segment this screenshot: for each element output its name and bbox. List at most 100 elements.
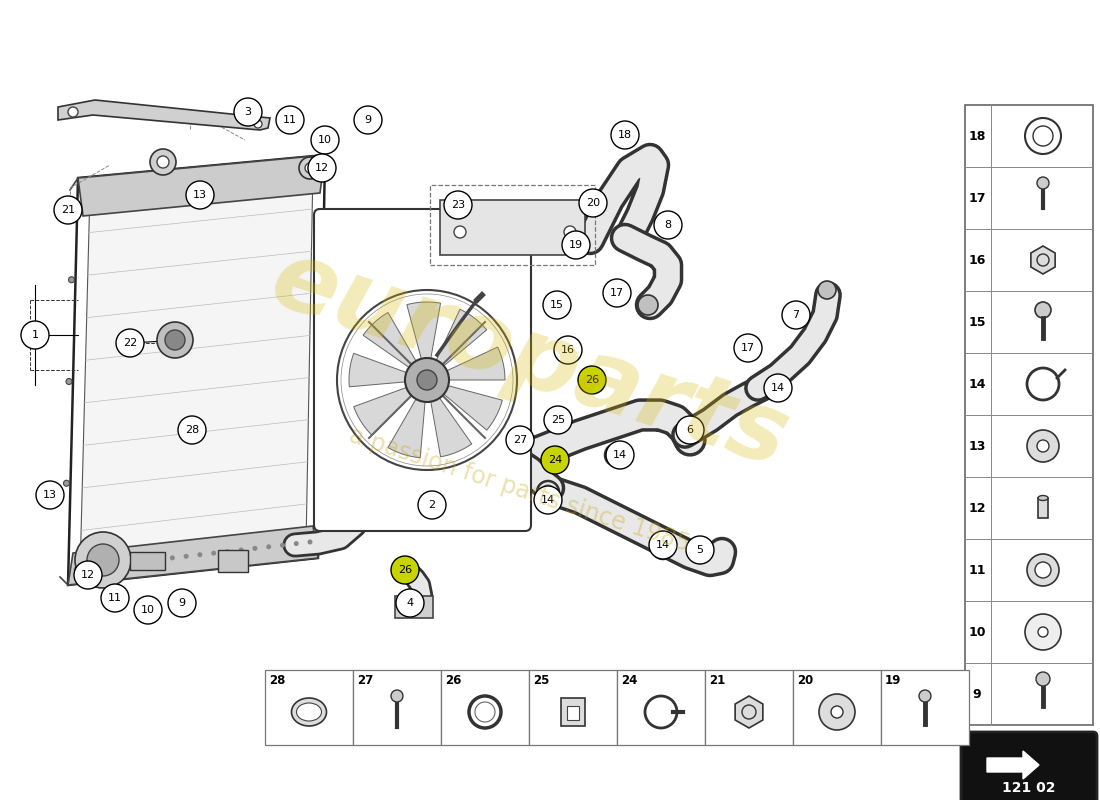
Text: 11: 11 [283, 115, 297, 125]
Text: 3: 3 [244, 107, 252, 117]
Polygon shape [443, 347, 505, 380]
Circle shape [87, 544, 119, 576]
Circle shape [1038, 627, 1048, 637]
Text: 4: 4 [406, 598, 414, 608]
Circle shape [142, 558, 147, 563]
Circle shape [186, 181, 214, 209]
Circle shape [734, 334, 762, 362]
Circle shape [638, 295, 658, 315]
Text: 11: 11 [968, 563, 986, 577]
Circle shape [276, 106, 304, 134]
Circle shape [101, 584, 129, 612]
Text: 15: 15 [550, 300, 564, 310]
Polygon shape [58, 100, 270, 130]
Ellipse shape [292, 698, 327, 726]
Circle shape [764, 374, 792, 402]
Circle shape [782, 301, 810, 329]
Circle shape [252, 546, 257, 551]
Text: 10: 10 [968, 626, 986, 638]
Circle shape [818, 281, 836, 299]
Text: 20: 20 [796, 674, 813, 686]
Circle shape [603, 279, 631, 307]
Polygon shape [441, 385, 503, 430]
Polygon shape [349, 354, 410, 386]
Circle shape [211, 550, 216, 556]
Text: 18: 18 [618, 130, 632, 140]
Circle shape [444, 191, 472, 219]
Text: 12: 12 [81, 570, 95, 580]
Circle shape [129, 560, 133, 565]
Text: 27: 27 [356, 674, 373, 686]
Circle shape [294, 541, 299, 546]
Text: 121 02: 121 02 [1002, 781, 1056, 795]
Text: europarts: europarts [260, 233, 800, 487]
Bar [440, 200, 585, 255]
Text: 9: 9 [364, 115, 372, 125]
Bar [566, 706, 579, 720]
Text: 21: 21 [708, 674, 725, 686]
Bar [265, 670, 353, 745]
Text: 20: 20 [586, 198, 601, 208]
Text: 19: 19 [884, 674, 901, 686]
Bar [561, 698, 585, 726]
Text: 13: 13 [968, 439, 986, 453]
Text: 1: 1 [32, 330, 39, 340]
Bar [353, 670, 441, 745]
Polygon shape [407, 302, 440, 362]
Circle shape [305, 163, 315, 173]
Circle shape [178, 416, 206, 444]
Text: 19: 19 [569, 240, 583, 250]
Circle shape [676, 416, 704, 444]
Circle shape [280, 542, 285, 548]
Circle shape [66, 378, 72, 385]
Polygon shape [430, 394, 472, 457]
Circle shape [1037, 177, 1049, 189]
Circle shape [74, 561, 102, 589]
Circle shape [654, 211, 682, 239]
Text: 14: 14 [613, 450, 627, 460]
Circle shape [830, 706, 843, 718]
Circle shape [417, 370, 437, 390]
Circle shape [649, 531, 676, 559]
Text: a passion for parts since 1985: a passion for parts since 1985 [346, 423, 693, 557]
Polygon shape [80, 167, 313, 573]
Circle shape [562, 231, 590, 259]
Circle shape [506, 426, 534, 454]
Text: 10: 10 [141, 605, 155, 615]
Polygon shape [735, 696, 763, 728]
Circle shape [354, 106, 382, 134]
Circle shape [308, 539, 312, 545]
FancyBboxPatch shape [314, 209, 531, 531]
Circle shape [1035, 302, 1050, 318]
Circle shape [150, 149, 176, 175]
Circle shape [405, 358, 449, 402]
Circle shape [544, 406, 572, 434]
Circle shape [541, 446, 569, 474]
Circle shape [36, 481, 64, 509]
Circle shape [254, 120, 262, 128]
Bar [441, 670, 529, 745]
Circle shape [534, 486, 562, 514]
Circle shape [197, 552, 202, 558]
Circle shape [224, 549, 230, 554]
Text: 28: 28 [268, 674, 285, 686]
Circle shape [239, 547, 244, 553]
Circle shape [606, 441, 634, 469]
Circle shape [54, 196, 82, 224]
Text: 24: 24 [620, 674, 637, 686]
Circle shape [168, 589, 196, 617]
Circle shape [311, 126, 339, 154]
Text: 15: 15 [968, 315, 986, 329]
Circle shape [543, 291, 571, 319]
Circle shape [156, 557, 161, 562]
Circle shape [64, 480, 69, 486]
Text: 23: 23 [451, 200, 465, 210]
Circle shape [74, 566, 78, 571]
Circle shape [21, 321, 50, 349]
Bar [705, 670, 793, 745]
Text: 18: 18 [968, 130, 986, 142]
Bar [430, 185, 595, 265]
Text: 12: 12 [968, 502, 986, 514]
Circle shape [165, 330, 185, 350]
Text: 17: 17 [968, 191, 986, 205]
